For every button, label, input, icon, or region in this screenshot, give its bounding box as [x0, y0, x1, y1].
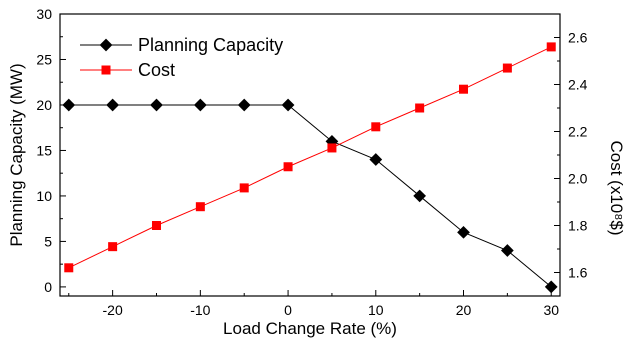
- data-point-planning-capacity: [369, 153, 383, 166]
- series-line-cost: [68, 46, 552, 269]
- data-point-cost: [239, 183, 249, 193]
- y-left-tick-label: 15: [36, 142, 52, 158]
- data-point-planning-capacity: [106, 98, 119, 112]
- data-point-cost: [108, 242, 118, 252]
- x-tick-label: 20: [456, 302, 472, 318]
- y-right-tick-label: 2.2: [568, 124, 588, 140]
- y-left-tick-label: 0: [44, 279, 52, 295]
- tick-labels: -20 -10 0 10 20 30 0 5 10 15 20 25 30 1.6 1.8 2.0 2.2 2.4…: [36, 6, 587, 318]
- series-line-planning-capacity: [68, 104, 552, 288]
- data-point-planning-capacity: [150, 98, 163, 112]
- y-right-tick-label: 2.4: [568, 77, 588, 93]
- y-left-tick-label: 20: [36, 97, 52, 113]
- data-point-cost: [151, 221, 161, 230]
- data-point-planning-capacity: [413, 189, 427, 203]
- data-point-planning-capacity: [457, 225, 470, 239]
- data-point-cost: [415, 103, 425, 113]
- x-tick-label: -20: [103, 302, 123, 318]
- legend-marker-planning-capacity: [99, 38, 113, 52]
- data-point-planning-capacity: [501, 244, 514, 257]
- legend-marker-cost: [101, 65, 111, 75]
- x-tick-label: 30: [543, 302, 559, 318]
- y-right-tick-label: 1.6: [568, 265, 588, 281]
- data-point-planning-capacity: [281, 98, 295, 112]
- x-axis-title: Load Change Rate (%): [223, 319, 397, 338]
- legend-label-planning-capacity: Planning Capacity: [138, 35, 283, 55]
- data-point-cost: [327, 143, 337, 153]
- data-point-cost: [195, 202, 205, 212]
- y-left-tick-label: 5: [44, 233, 52, 249]
- x-tick-label: 0: [284, 302, 292, 318]
- data-point-cost: [371, 122, 381, 132]
- y-left-tick-label: 25: [36, 51, 52, 67]
- legend-label-cost: Cost: [138, 60, 175, 80]
- legend: Planning Capacity Cost: [80, 35, 283, 80]
- plot-frame: [59, 13, 561, 297]
- y-left-tick-label: 10: [36, 188, 52, 204]
- data-point-cost: [64, 263, 74, 273]
- y-axis-title-left: Planning Capacity (MW): [7, 63, 26, 246]
- x-tick-label: -10: [190, 302, 210, 318]
- plot-marks: [62, 42, 558, 294]
- data-point-cost: [546, 42, 556, 52]
- data-point-cost: [459, 84, 469, 94]
- y-left-tick-label: 30: [36, 6, 52, 22]
- y-right-tick-label: 2.0: [568, 171, 588, 187]
- y-right-tick-label: 2.6: [568, 30, 588, 46]
- y-axis-title-right: Cost (x10⁸$): [607, 140, 626, 235]
- data-point-planning-capacity: [237, 98, 251, 112]
- x-tick-label: 10: [368, 302, 384, 318]
- data-point-cost: [502, 63, 512, 73]
- data-point-cost: [283, 162, 293, 172]
- data-point-planning-capacity: [193, 98, 207, 112]
- y-right-tick-label: 1.8: [568, 218, 588, 234]
- axis-ticks: [60, 13, 560, 296]
